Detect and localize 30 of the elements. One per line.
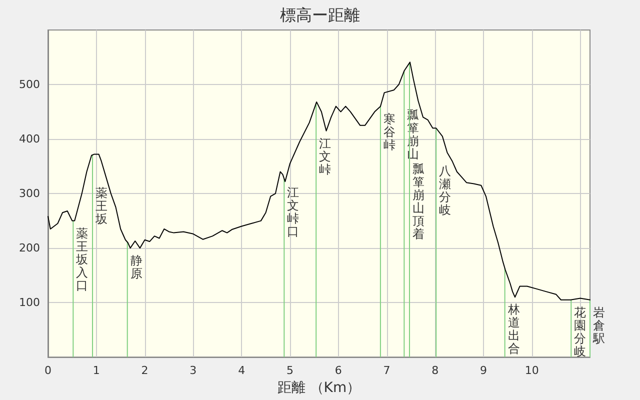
ref-line-label: 林道出合 [506,302,520,356]
chart-title: 標高ー距離 [280,6,360,24]
y-tick-label: 200 [19,242,40,255]
x-tick-label: 0 [44,364,52,378]
x-tick-label: 3 [190,364,197,378]
ref-line-label: 江文峠 [319,136,332,176]
y-tick-label: 500 [19,78,40,92]
ref-line-label: 薬王坂 [94,186,108,226]
x-tick-label: 9 [480,364,488,378]
y-tick-label: 100 [19,296,40,310]
ref-line-label: 寒谷峠 [383,112,396,152]
ref-line-label: 八瀬分岐 [439,164,452,217]
ref-line-label: 瓢箪崩山頂着 [412,162,424,242]
x-tick-label: 2 [141,364,148,378]
x-tick-label: 4 [238,364,246,378]
ref-line-label: 薬王坂入口 [75,226,88,292]
x-axis-title: 距離 （Km） [277,380,361,396]
x-tick-label: 1 [92,364,100,378]
x-tick-label: 7 [383,364,390,378]
x-tick-label: 8 [432,364,439,378]
x-tick-label: 10 [524,364,539,378]
ref-line-label: 静原 [130,254,142,281]
line-series [48,62,590,300]
y-tick-label: 300 [19,187,40,200]
x-tick-label: 5 [286,364,294,378]
y-tick-label: 400 [19,132,40,146]
ref-line-label: 岩倉駅 [592,305,605,346]
x-tick-label: 6 [334,364,342,378]
ref-line-label: 江文峠口 [287,185,300,238]
ref-line-label: 花園分岐 [574,305,586,358]
